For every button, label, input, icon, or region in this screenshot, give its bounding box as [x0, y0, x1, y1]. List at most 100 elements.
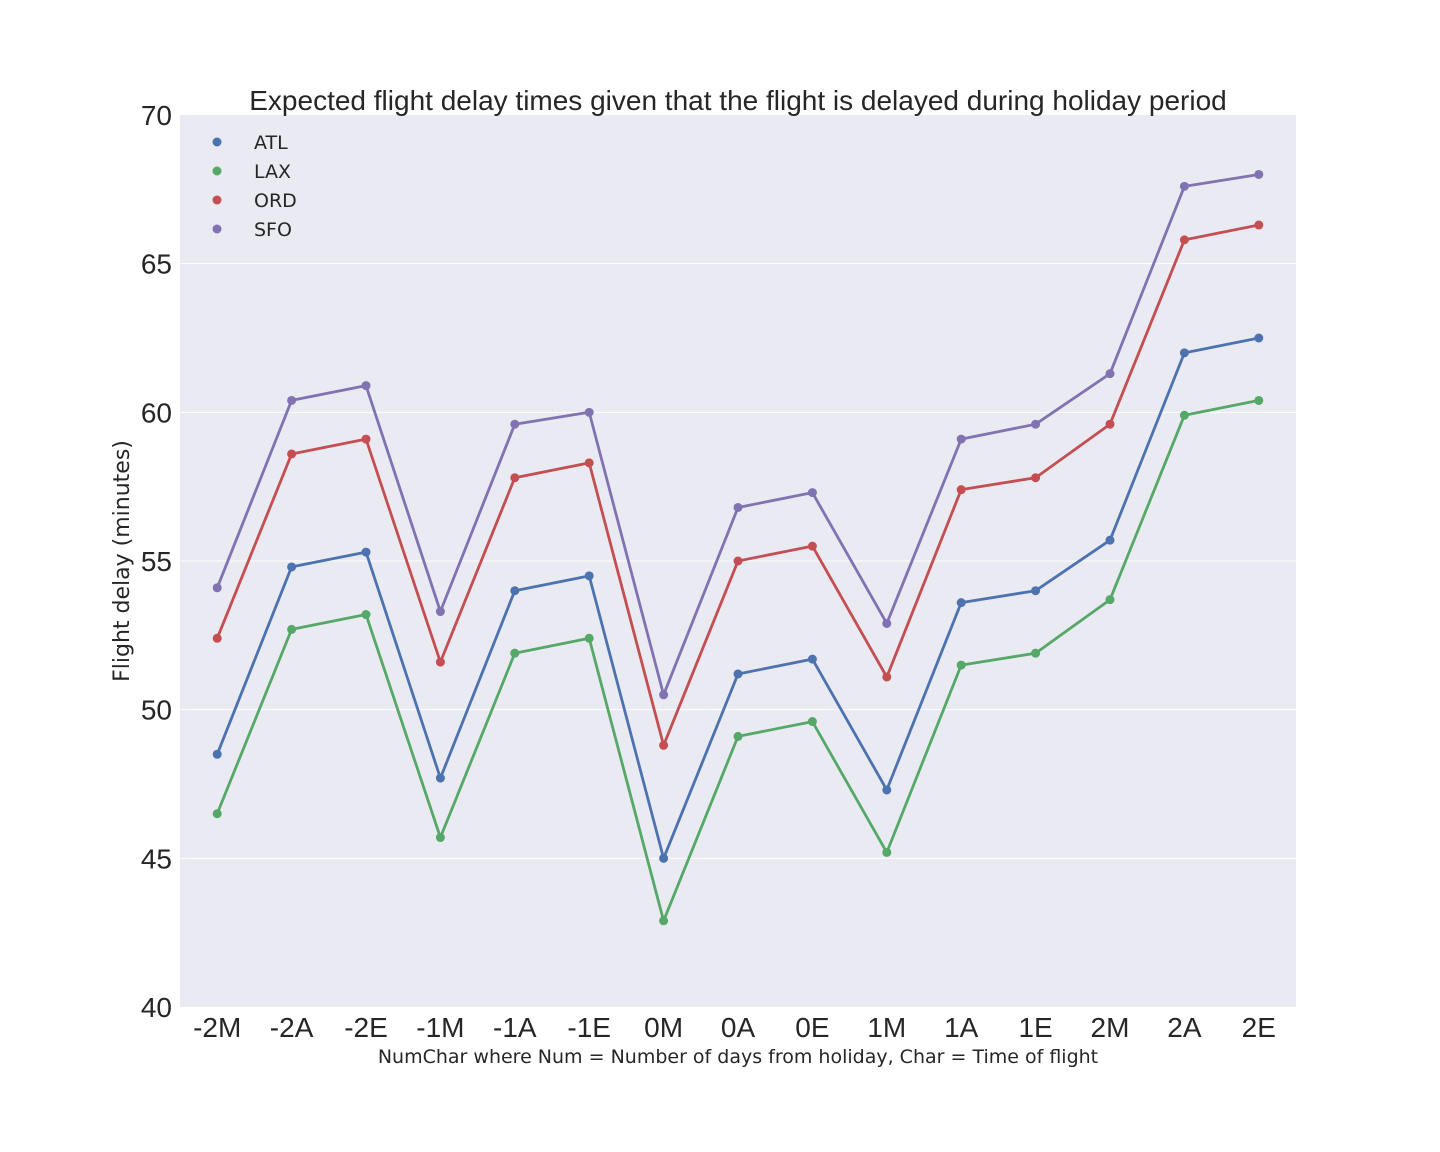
data-point-ord [956, 485, 966, 495]
x-tick-label: 1A [944, 1012, 979, 1043]
legend-marker [212, 195, 222, 205]
data-point-sfo [807, 488, 817, 498]
data-point-atl [212, 749, 222, 759]
data-point-ord [584, 458, 594, 468]
series-atl [212, 333, 1264, 863]
y-tick-label: 55 [141, 546, 172, 577]
data-point-sfo [1179, 181, 1189, 191]
series-sfo [212, 169, 1264, 700]
legend-item-ord: ORD [212, 190, 297, 212]
legend-label: LAX [254, 161, 291, 183]
data-point-sfo [882, 618, 892, 628]
data-point-sfo [584, 407, 594, 417]
legend-marker [212, 224, 222, 234]
legend-marker [212, 137, 222, 147]
legend-label: ATL [254, 132, 288, 154]
data-point-lax [287, 624, 297, 634]
x-tick-label: -1A [493, 1012, 537, 1043]
legend-item-atl: ATL [212, 132, 288, 154]
data-point-atl [882, 785, 892, 795]
legend-label: ORD [254, 190, 297, 212]
data-point-lax [435, 833, 445, 843]
y-tick-label: 60 [141, 397, 172, 428]
x-tick-label: -2E [344, 1012, 388, 1043]
chart-title: Expected flight delay times given that t… [249, 85, 1226, 116]
y-tick-label: 40 [141, 992, 172, 1023]
x-tick-label: 0E [795, 1012, 829, 1043]
x-axis-ticks: -2M -2A -2E -1M -1A -1E 0M 0A 0E 1M 1A 1E 2M 2A 2E [193, 1012, 1276, 1043]
data-point-lax [1031, 648, 1041, 658]
x-tick-label: -2A [270, 1012, 314, 1043]
data-point-ord [1105, 419, 1115, 429]
data-point-atl [807, 654, 817, 664]
data-point-ord [1254, 220, 1264, 230]
data-point-atl [1105, 535, 1115, 545]
data-point-atl [435, 773, 445, 783]
data-point-atl [584, 571, 594, 581]
data-point-lax [212, 809, 222, 819]
data-point-lax [659, 916, 669, 926]
x-tick-label: 0A [721, 1012, 756, 1043]
data-point-ord [361, 434, 371, 444]
data-point-sfo [956, 434, 966, 444]
data-point-sfo [435, 607, 445, 617]
data-point-ord [733, 556, 743, 566]
data-point-sfo [1254, 169, 1264, 179]
data-point-lax [510, 648, 520, 658]
data-point-ord [659, 740, 669, 750]
data-point-sfo [510, 419, 520, 429]
data-point-sfo [733, 502, 743, 512]
x-axis-label: NumChar where Num = Number of days from … [378, 1046, 1098, 1068]
series-ord [212, 220, 1264, 750]
data-point-atl [1254, 333, 1264, 343]
data-point-lax [1254, 395, 1264, 405]
x-tick-label: 2E [1242, 1012, 1276, 1043]
x-tick-label: 2A [1167, 1012, 1202, 1043]
data-point-atl [659, 853, 669, 863]
data-point-sfo [1031, 419, 1041, 429]
data-point-sfo [1105, 369, 1115, 379]
data-point-atl [956, 598, 966, 608]
data-point-lax [882, 847, 892, 857]
y-axis-ticks: 40 45 50 55 60 65 70 [141, 100, 172, 1023]
legend-item-lax: LAX [212, 161, 291, 183]
data-point-ord [1031, 473, 1041, 483]
y-tick-label: 50 [141, 695, 172, 726]
y-axis-label: Flight delay (minutes) [110, 440, 135, 682]
data-point-ord [882, 672, 892, 682]
data-point-ord [1179, 235, 1189, 245]
y-tick-label: 70 [141, 100, 172, 131]
data-point-sfo [659, 690, 669, 700]
y-tick-label: 45 [141, 843, 172, 874]
data-point-lax [1179, 410, 1189, 420]
legend-marker [212, 166, 222, 176]
y-tick-label: 65 [141, 249, 172, 280]
data-point-lax [584, 633, 594, 643]
data-point-ord [212, 633, 222, 643]
data-point-sfo [361, 381, 371, 391]
data-point-lax [733, 731, 743, 741]
x-tick-label: 1E [1018, 1012, 1052, 1043]
x-tick-label: 2M [1091, 1012, 1130, 1043]
data-point-atl [510, 586, 520, 596]
legend-label: SFO [254, 219, 292, 241]
data-point-lax [807, 717, 817, 727]
data-point-ord [287, 449, 297, 459]
legend-item-sfo: SFO [212, 219, 292, 241]
data-point-lax [956, 660, 966, 670]
data-point-atl [733, 669, 743, 679]
x-tick-label: -1M [416, 1012, 464, 1043]
x-tick-label: -2M [193, 1012, 241, 1043]
data-point-ord [510, 473, 520, 483]
data-point-sfo [212, 583, 222, 593]
x-tick-label: -1E [567, 1012, 611, 1043]
data-point-lax [361, 610, 371, 620]
series-lines [212, 169, 1264, 926]
data-point-ord [435, 657, 445, 667]
legend: ATL LAX ORD SFO [212, 132, 297, 241]
x-tick-label: 1M [867, 1012, 906, 1043]
data-point-sfo [287, 395, 297, 405]
data-point-atl [361, 547, 371, 557]
data-point-lax [1105, 595, 1115, 605]
